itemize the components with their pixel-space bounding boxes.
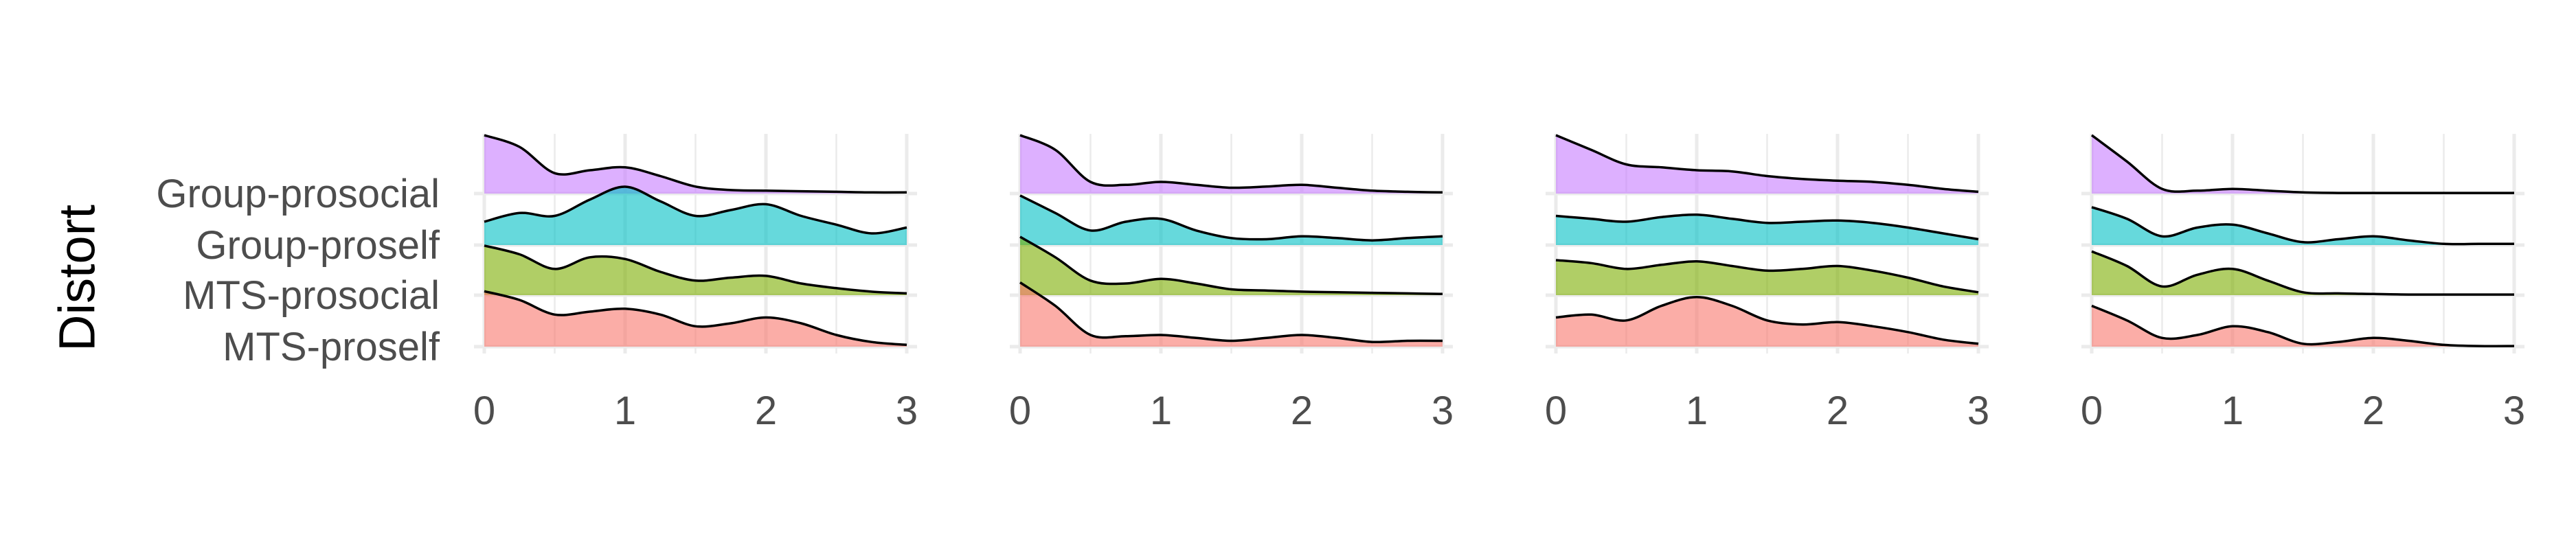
x-tick-label: 3	[896, 389, 918, 433]
category-label: MTS-prosocial	[183, 273, 440, 318]
category-labels: Group-prosocial Group-proself MTS-prosocia…	[156, 172, 440, 369]
x-tick-label: 1	[614, 389, 636, 433]
ridge-fill-group-proself	[1556, 214, 1978, 245]
ridge-fill-mts-proself	[484, 291, 907, 347]
ridge-line-group-proself	[1019, 194, 1443, 242]
ridge-line-mts-proself	[1555, 296, 1979, 345]
x-tick-label: 1	[1686, 389, 1708, 433]
ridge-line-group-proself	[1555, 213, 1979, 241]
ridge-fill-mts-proself	[1020, 282, 1443, 347]
ridge-line-group-prosocial	[1555, 134, 1979, 194]
ridge-fill-mts-proself	[1556, 297, 1978, 347]
category-label: MTS-proself	[223, 325, 440, 369]
category-label: Group-proself	[196, 223, 440, 268]
x-tick-label: 1	[1150, 389, 1172, 433]
ridge-line-group-prosocial	[1019, 134, 1443, 194]
x-tick-label: 0	[473, 389, 495, 433]
ridge-fill-group-prosocial	[484, 135, 907, 194]
ridge-line-mts-prosocial	[1019, 235, 1443, 296]
x-tick-label: 2	[1827, 389, 1849, 433]
panel-1: 0 1 2 3	[473, 134, 918, 433]
ridge-fill-group-prosocial	[1556, 135, 1978, 194]
ridge-fill-group-prosocial	[2092, 135, 2514, 194]
ridge-line-group-proself	[2091, 206, 2514, 246]
ridge-fill-mts-prosocial	[1556, 260, 1978, 295]
category-label: Group-prosocial	[156, 172, 440, 216]
ridge-line-mts-prosocial	[2091, 250, 2514, 296]
ridge-line-mts-proself	[2091, 304, 2515, 347]
ridge-line-mts-proself	[484, 290, 907, 347]
panel-2: 0 1 2 3	[1009, 134, 1454, 433]
panel-3: 0 1 2 3	[1545, 134, 1989, 433]
y-axis-title: Distort	[49, 205, 106, 351]
ridge-line-mts-proself	[1019, 281, 1443, 344]
ridge-line-group-proself	[484, 185, 907, 235]
ridge-line-mts-prosocial	[484, 244, 907, 295]
x-tick-label: 0	[1009, 389, 1031, 433]
facet-panels: 0 1 2 3 0 1 2 3 0 1 2 3 0 1 2 3	[473, 134, 2525, 433]
ridge-fill-mts-prosocial	[2092, 251, 2514, 295]
x-tick-label: 3	[1432, 389, 1454, 433]
ridge-line-group-prosocial	[484, 134, 907, 194]
x-tick-label: 3	[2503, 389, 2525, 433]
y-axis-label: Distort	[49, 205, 106, 351]
x-tick-label: 1	[2222, 389, 2244, 433]
x-tick-label: 2	[2362, 389, 2384, 433]
ridge-fill-group-proself	[484, 186, 907, 245]
ridge-line-mts-prosocial	[1555, 259, 1979, 294]
ridge-fill-mts-prosocial	[1020, 237, 1443, 295]
ridge-fill-group-prosocial	[1020, 135, 1443, 194]
ridge-line-group-prosocial	[2090, 134, 2514, 194]
ridge-fill-mts-proself	[2092, 305, 2514, 347]
panel-4: 0 1 2 3	[2081, 134, 2525, 433]
x-tick-label: 0	[1545, 389, 1567, 433]
ridge-fill-group-proself	[1020, 195, 1443, 245]
x-tick-label: 2	[755, 389, 777, 433]
x-tick-label: 3	[1967, 389, 1989, 433]
ridge-fill-group-proself	[2092, 207, 2514, 245]
x-tick-label: 0	[2081, 389, 2103, 433]
x-tick-label: 2	[1291, 389, 1313, 433]
